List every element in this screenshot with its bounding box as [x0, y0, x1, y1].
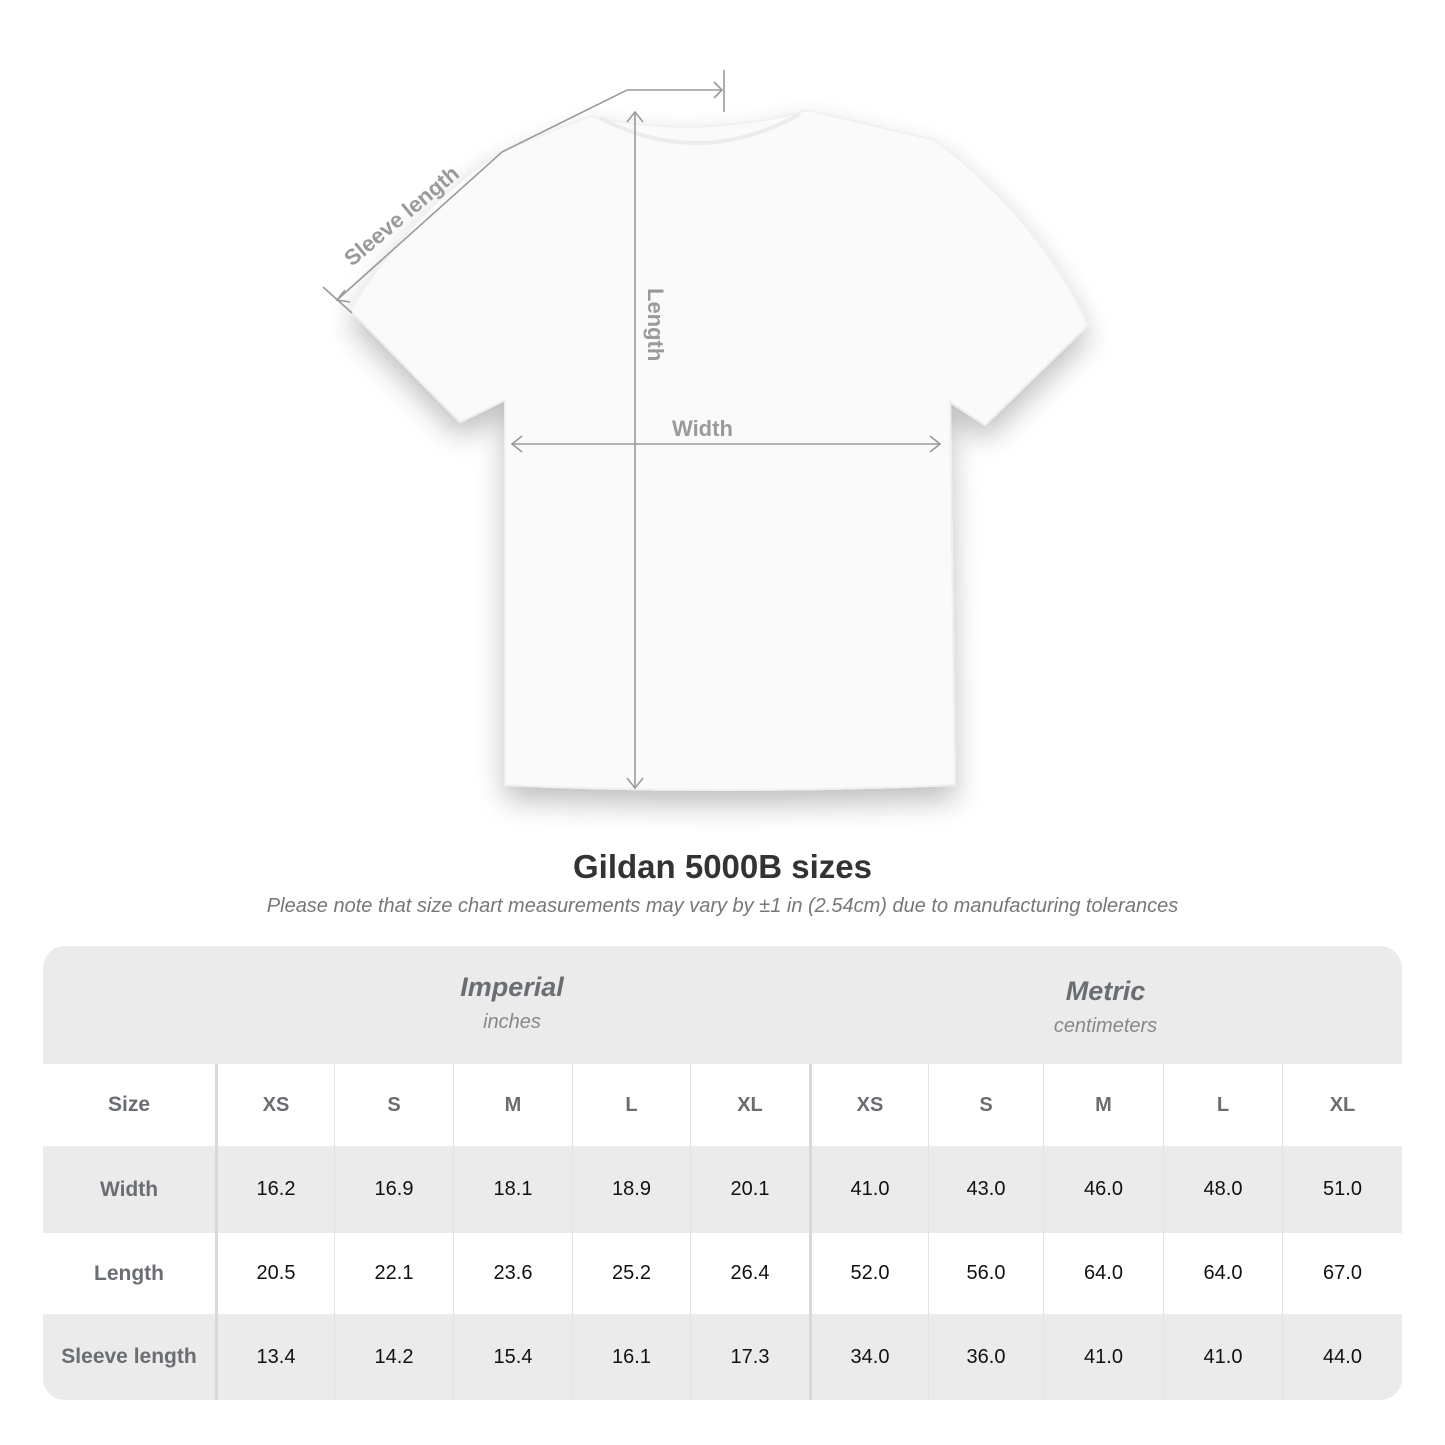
table-cell: 64.0 — [1043, 1233, 1163, 1314]
table-cell: 20.5 — [215, 1233, 334, 1314]
table-cell: 36.0 — [928, 1314, 1043, 1400]
table-cell: 13.4 — [215, 1314, 334, 1400]
table-cell: 25.2 — [572, 1233, 690, 1314]
row-label: Sleeve length — [61, 1345, 197, 1368]
size-header-row: Size XS S M L XL XS S M L XL — [43, 1064, 1402, 1146]
table-cell: 44.0 — [1282, 1314, 1402, 1400]
table-cell: 52.0 — [809, 1233, 928, 1314]
width-label: Width — [672, 416, 733, 441]
row-label: Size — [107, 1093, 151, 1116]
table-cell: M — [1043, 1064, 1163, 1146]
table-cell: 23.6 — [453, 1233, 572, 1314]
length-label: Length — [643, 288, 668, 361]
table-cell: 46.0 — [1043, 1146, 1163, 1233]
table-cell: M — [453, 1064, 572, 1146]
table-cell: 20.1 — [690, 1146, 809, 1233]
row-label: Length — [94, 1261, 164, 1285]
table-cell: 18.9 — [572, 1146, 690, 1233]
tolerance-note: Please note that size chart measurements… — [266, 895, 1179, 917]
table-cell: XS — [215, 1064, 334, 1146]
metric-header: Metric centimeters — [809, 946, 1402, 1064]
sleeve-length-line — [336, 89, 722, 301]
table-cell: L — [1163, 1064, 1282, 1146]
size-table: Imperial inches Metric centimeters Size X… — [43, 946, 1402, 1400]
table-cell: 22.1 — [334, 1233, 453, 1314]
table-cell: 41.0 — [1163, 1314, 1282, 1400]
table-cell: XS — [809, 1064, 928, 1146]
table-cell: 64.0 — [1163, 1233, 1282, 1314]
imperial-header: Imperial inches — [215, 946, 809, 1064]
table-cell: 16.2 — [215, 1146, 334, 1233]
table-cell: 14.2 — [334, 1314, 453, 1400]
table-row: Sleeve length 13.4 14.2 15.4 16.1 17.3 34.0 36.… — [43, 1314, 1402, 1400]
metric-unit: centimeters — [1053, 1015, 1158, 1037]
table-cell: 16.1 — [572, 1314, 690, 1400]
tshirt-diagram: Sleeve length Length Width — [322, 70, 1090, 791]
table-row: Length 20.5 22.1 23.6 25.2 26.4 52.0 56.0 64.0 64… — [43, 1233, 1402, 1314]
table-cell: 41.0 — [809, 1146, 928, 1233]
table-cell: 17.3 — [690, 1314, 809, 1400]
table-cell: 15.4 — [453, 1314, 572, 1400]
table-cell: 34.0 — [809, 1314, 928, 1400]
page-title: Gildan 5000B sizes — [573, 848, 872, 885]
table-cell: XL — [1282, 1064, 1402, 1146]
table-cell: S — [334, 1064, 453, 1146]
table-cell: S — [928, 1064, 1043, 1146]
metric-label: Metric — [1065, 976, 1146, 1006]
table-cell: 56.0 — [928, 1233, 1043, 1314]
table-cell: 18.1 — [453, 1146, 572, 1233]
table-cell: 26.4 — [690, 1233, 809, 1314]
table-cell: L — [572, 1064, 690, 1146]
table-cell: 48.0 — [1163, 1146, 1282, 1233]
imperial-label: Imperial — [460, 972, 564, 1002]
table-cell: 51.0 — [1282, 1146, 1402, 1233]
table-cell: XL — [690, 1064, 809, 1146]
table-cell: 43.0 — [928, 1146, 1043, 1233]
imperial-unit: inches — [483, 1011, 541, 1033]
tshirt-shape — [348, 108, 1090, 791]
table-cell: 41.0 — [1043, 1314, 1163, 1400]
collar — [599, 112, 801, 146]
row-label: Width — [99, 1177, 159, 1201]
table-cell: 67.0 — [1282, 1233, 1402, 1314]
table-row: Width 16.2 16.9 18.1 18.9 20.1 41.0 43.0 46.0 48.… — [43, 1146, 1402, 1233]
table-cell: 16.9 — [334, 1146, 453, 1233]
